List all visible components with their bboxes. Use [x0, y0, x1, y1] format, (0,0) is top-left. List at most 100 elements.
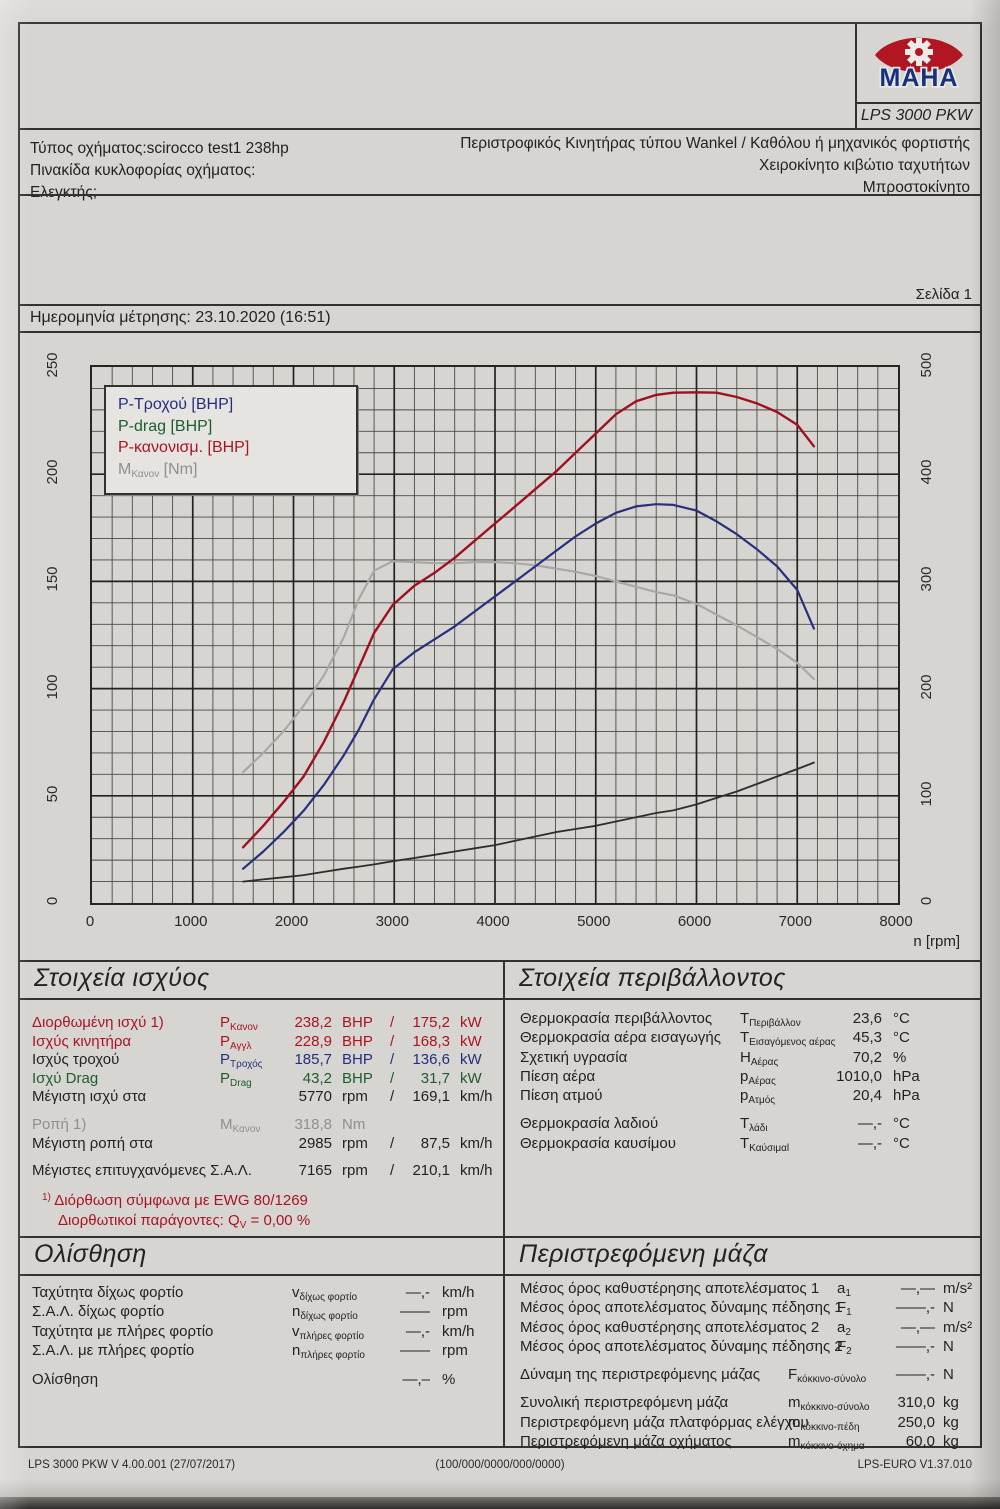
right-axis-tick: 300: [918, 566, 935, 592]
symbol-subscript: Κανον: [131, 468, 160, 480]
symbol-subscript: πλήρες φορτίο: [300, 1349, 365, 1361]
section-title-mass: Περιστρεφόμενη μάζα: [505, 1238, 980, 1276]
table-row: Μέσος όρος αποτελέσματος δύναμης πέδησης…: [505, 1299, 980, 1318]
row-label: Μέγιστη ροπή στα: [32, 1134, 153, 1152]
row-value: ——,-: [895, 1299, 935, 1317]
table-row: Θερμοκρασία λαδιού Tλάδι —,- °C: [505, 1115, 980, 1134]
vehicle-info-right: Περιστροφικός Κινητήρας τύπου Wankel / Κ…: [460, 133, 970, 199]
row-value-2: 168,3: [412, 1032, 450, 1050]
table-row: Σ.Α.Λ. με πλήρες φορτίο nπλήρες φορτίο —— r…: [20, 1342, 503, 1361]
row-unit: kg: [943, 1394, 959, 1412]
mass-section: Περιστρεφόμενη μάζα Μέσος όρος καθυστέρη…: [503, 1236, 982, 1452]
scan-edge-shadow: [0, 1497, 1000, 1509]
row-unit-2: km/h: [460, 1088, 493, 1106]
row-unit: Nm: [342, 1115, 366, 1133]
table-row: Μέσος όρος αποτελέσματος δύναμης πέδησης…: [505, 1338, 980, 1357]
row-unit: BHP: [342, 1014, 373, 1031]
symbol-subscript: κόκκινο-πέδη: [800, 1421, 860, 1433]
row-unit: °C: [893, 1010, 910, 1027]
legend-item: P-drag [BHP]: [118, 416, 346, 438]
symbol-subscript: κόκκινο-όχημα: [800, 1441, 865, 1453]
row-label: Μέσος όρος αποτελέσματος δύναμης πέδησης…: [520, 1299, 843, 1317]
footnote-text: Διορθωτικοί παράγοντες: Q: [58, 1211, 240, 1229]
logo-box: MAHA LPS 3000 PKW: [855, 22, 982, 130]
row-label: Ροπή 1): [32, 1115, 87, 1133]
row-value-2: 31,7: [420, 1069, 450, 1087]
symbol-subscript: Αέρας: [748, 1075, 776, 1087]
row-label: Ολίσθηση: [32, 1371, 99, 1389]
row-symbol: F2: [837, 1337, 852, 1357]
legend-item: MΚανον [Nm]: [118, 459, 346, 486]
row-symbol: MΚανον: [220, 1115, 261, 1135]
left-axis-tick: 150: [44, 566, 61, 592]
table-row: Μέγιστες επιτυγχανόμενες Σ.Α.Λ. 7165 rpm / 2…: [20, 1162, 503, 1181]
curve-M-kanon: [242, 560, 815, 774]
row-value: —,-: [405, 1322, 430, 1340]
row-symbol: mκόκκινο-όχημα: [788, 1433, 865, 1453]
row-unit: N: [943, 1337, 954, 1355]
row-unit: hPa: [893, 1067, 920, 1085]
symbol-subscript: Αέρας: [750, 1056, 779, 1068]
symbol-subscript: Εισαγόμενος αέρας: [749, 1037, 836, 1049]
table-row: Ταχύτητα δίχως φορτίο vδίχως φορτίο —,- km/…: [20, 1284, 503, 1303]
row-value: ——: [400, 1303, 430, 1321]
table-row: Μέσος όρος καθυστέρησης αποτελέσματος 1 a…: [505, 1280, 980, 1299]
symbol-subscript: πλήρες φορτίο: [299, 1330, 365, 1342]
symbol-subscript: Τροχός: [230, 1059, 263, 1071]
symbol-subscript: 2: [846, 1345, 852, 1357]
row-label: Διορθωμένη ισχύ 1): [32, 1014, 164, 1031]
maha-logo: MAHA: [875, 37, 963, 92]
table-row: Σ.Α.Λ. δίχως φορτίο nδίχως φορτίο —— rpm: [20, 1303, 503, 1322]
date-box: Ημερομηνία μέτρησης: 23.10.2020 (16:51): [18, 304, 982, 333]
row-value: ——,-: [895, 1337, 935, 1355]
row-value-2: 87,5: [420, 1134, 450, 1152]
row-label: Μέγιστες επιτυγχανόμενες Σ.Α.Λ.: [32, 1162, 252, 1180]
symbol-subscript: V: [239, 1219, 247, 1231]
footer-code: (100/000/0000/000/0000): [435, 1459, 565, 1471]
footnote-text: Διόρθωση σύμφωνα με EWG 80/1269: [50, 1192, 308, 1209]
slip-section: Ολίσθηση Ταχύτητα δίχως φορτίο vδίχως φορ…: [18, 1236, 505, 1448]
row-unit: %: [893, 1048, 907, 1066]
engine-info-line: Μπροστοκίνητο: [862, 179, 970, 196]
left-axis-tick: 0: [44, 896, 61, 906]
footnote: Διορθωτικοί παράγοντες: QV = 0,00 %: [58, 1212, 503, 1232]
environment-rows: Θερμοκρασία περιβάλλοντος TΠεριβάλλον 23,6…: [505, 1010, 980, 1154]
row-symbol: a1: [837, 1280, 851, 1299]
row-symbol: PDrag: [220, 1069, 252, 1089]
row-symbol: mκόκκινο-πέδη: [788, 1413, 860, 1433]
power-footnotes: 1) Διόρθωση σύμφωνα με EWG 80/1269 Διορθω…: [20, 1192, 503, 1231]
row-symbol: TΠεριβάλλον: [740, 1010, 801, 1029]
empty-box: [18, 194, 982, 306]
section-title-environment: Στοιχεία περιβάλλοντος: [505, 962, 980, 1000]
table-row: Θερμοκρασία καυσίμου TΚαύσιμαl —,- °C: [505, 1135, 980, 1154]
footnote-sup: 1): [42, 1192, 51, 1203]
symbol-subscript: κόκκινο-σύνολο: [797, 1374, 867, 1386]
slash: /: [390, 1162, 395, 1180]
row-symbol: vπλήρες φορτίο: [292, 1322, 365, 1342]
row-value-2: 210,1: [412, 1162, 450, 1180]
row-label: Ισχύ Drag: [32, 1069, 99, 1087]
symbol-subscript: δίχως φορτίο: [299, 1292, 358, 1303]
row-value: 228,9: [294, 1032, 332, 1050]
row-unit: kg: [943, 1433, 959, 1451]
row-label: Σ.Α.Λ. δίχως φορτίο: [32, 1303, 165, 1321]
symbol-subscript: Περιβάλλον: [749, 1018, 801, 1029]
x-axis-tick: 3000: [375, 913, 409, 930]
row-label: Πίεση ατμού: [520, 1087, 603, 1105]
symbol-subscript: Αγγλ: [230, 1040, 252, 1052]
curve-P-trochou: [242, 503, 815, 870]
left-axis-tick: 100: [44, 674, 61, 700]
slash: /: [390, 1014, 395, 1031]
right-axis-tick: 200: [918, 674, 935, 700]
row-label: Μέσος όρος αποτελέσματος δύναμης πέδησης…: [520, 1337, 843, 1355]
row-unit: rpm: [342, 1162, 368, 1180]
row-value-2: 175,2: [412, 1014, 450, 1031]
vehicle-info-line: Πινακίδα κυκλοφορίας οχήματος:: [30, 162, 256, 179]
row-value: 185,7: [294, 1051, 332, 1069]
table-row: Ισχύς τροχού PΤροχός 185,7 BHP / 136,6 kW: [20, 1051, 503, 1070]
device-model-label: LPS 3000 PKW: [857, 102, 980, 128]
row-value: —,-: [405, 1284, 430, 1301]
table-row: Σχετική υγρασία HΑέρας 70,2%: [505, 1049, 980, 1068]
row-label: Θερμοκρασία περιβάλλοντος: [520, 1010, 713, 1027]
row-symbol: HΑέρας: [740, 1048, 779, 1068]
